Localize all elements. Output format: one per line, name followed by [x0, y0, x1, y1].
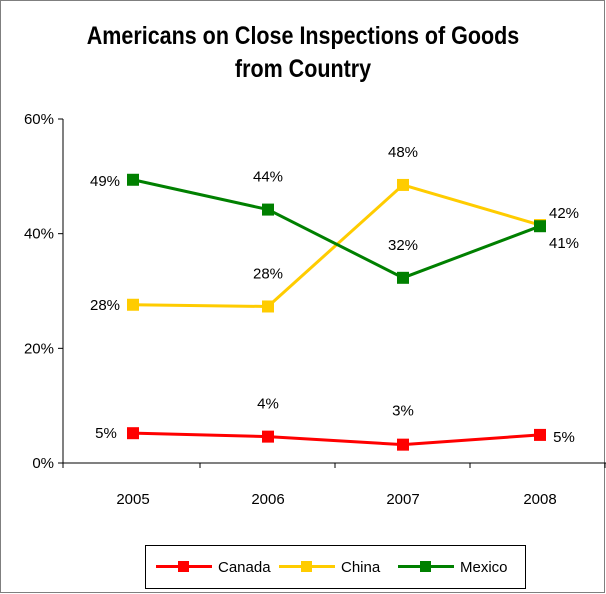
data-label-mexico: 41% — [549, 235, 579, 252]
data-point-canada — [397, 438, 409, 451]
data-point-canada — [262, 430, 274, 443]
data-point-china — [127, 298, 139, 311]
data-point-canada — [534, 428, 546, 441]
data-point-china — [397, 178, 409, 191]
data-point-canada — [127, 427, 139, 440]
data-label-mexico: 49% — [90, 173, 120, 190]
x-tick-label: 2007 — [386, 491, 419, 508]
x-tick-label: 2006 — [251, 491, 284, 508]
legend-swatch-canada — [156, 560, 212, 574]
y-tick-label: 20% — [24, 340, 54, 357]
data-label-china: 42% — [549, 205, 579, 222]
data-label-mexico: 44% — [253, 169, 283, 186]
data-point-mexico — [534, 220, 546, 233]
legend-item-canada: Canada — [156, 546, 271, 588]
y-tick-label: 60% — [24, 111, 54, 128]
legend-label-canada: Canada — [218, 558, 271, 576]
chart-title-line-2: from Country — [234, 55, 372, 83]
series-line-canada — [132, 431, 541, 447]
chart-title-line-1: Americans on Close Inspections of Goods — [86, 22, 520, 50]
legend-item-china: China — [279, 546, 380, 588]
data-label-canada: 5% — [553, 429, 575, 446]
data-point-mexico — [397, 271, 409, 284]
data-label-canada: 3% — [392, 403, 414, 420]
chart-title: Americans on Close Inspections of Goods … — [42, 20, 563, 86]
x-tick-label: 2008 — [523, 491, 556, 508]
legend-swatch-mexico — [398, 560, 454, 574]
data-label-canada: 5% — [95, 425, 117, 442]
data-label-canada: 4% — [257, 396, 279, 413]
legend-swatch-china — [279, 560, 335, 574]
series-line-mexico — [132, 178, 541, 280]
legend: Canada China Mexico — [145, 545, 526, 589]
x-tick-label: 2005 — [116, 491, 149, 508]
data-label-china: 48% — [388, 144, 418, 161]
data-point-mexico — [262, 203, 274, 216]
series-line-china — [132, 183, 541, 308]
data-label-china: 28% — [90, 297, 120, 314]
legend-label-mexico: Mexico — [460, 558, 508, 576]
y-tick-label: 0% — [32, 455, 54, 472]
data-label-mexico: 32% — [388, 237, 418, 254]
y-tick-label: 40% — [24, 226, 54, 243]
legend-item-mexico: Mexico — [398, 546, 508, 588]
data-point-china — [262, 300, 274, 313]
data-point-mexico — [127, 173, 139, 186]
legend-label-china: China — [341, 558, 381, 576]
data-label-china: 28% — [253, 265, 283, 282]
